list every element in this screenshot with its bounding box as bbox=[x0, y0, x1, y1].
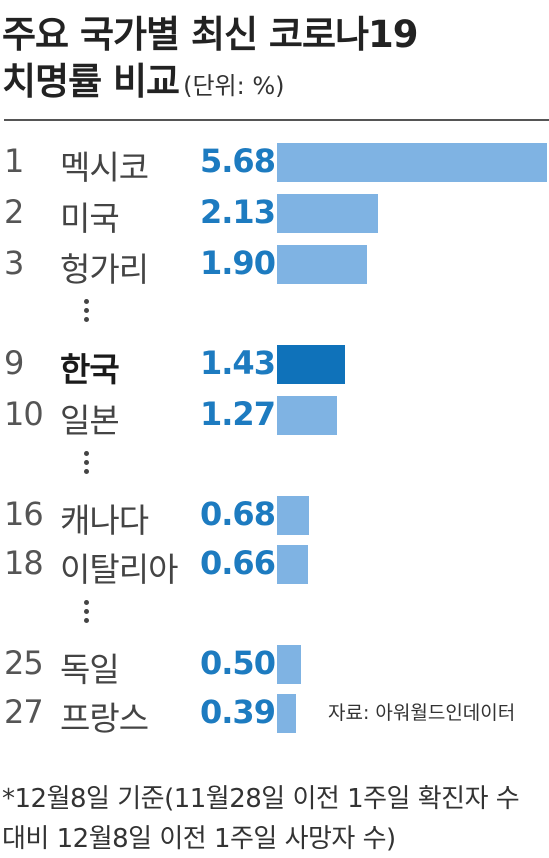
bar bbox=[277, 194, 378, 233]
country-label: 프랑스 bbox=[60, 699, 149, 738]
bar bbox=[277, 245, 367, 284]
rank-label: 10 bbox=[4, 395, 44, 433]
country-label: 멕시코 bbox=[60, 148, 149, 187]
rank-label: 1 bbox=[4, 142, 24, 180]
ellipsis-dots-3 bbox=[82, 600, 92, 627]
country-label: 캐나다 bbox=[60, 501, 149, 540]
value-label: 1.27 bbox=[200, 395, 276, 433]
bar bbox=[277, 143, 547, 182]
footnote-line-2: 대비 12월8일 이전 1주일 사망자 수) bbox=[2, 824, 396, 854]
bar bbox=[277, 345, 345, 384]
country-label: 독일 bbox=[60, 650, 120, 689]
chart-title-line-2: 치명률 비교 (단위: %) bbox=[2, 51, 285, 105]
value-label: 1.90 bbox=[200, 244, 276, 282]
rank-label: 18 bbox=[4, 544, 44, 582]
rank-label: 27 bbox=[4, 693, 44, 731]
rank-label: 25 bbox=[4, 644, 44, 682]
value-label: 0.68 bbox=[200, 495, 276, 533]
bar bbox=[277, 645, 301, 684]
country-label: 미국 bbox=[60, 199, 120, 238]
rank-label: 9 bbox=[4, 344, 24, 382]
bar bbox=[277, 694, 296, 733]
value-label: 0.66 bbox=[200, 544, 276, 582]
chart-title-line-1: 주요 국가별 최신 코로나19 bbox=[2, 13, 419, 56]
unit-label: (단위: %) bbox=[183, 72, 285, 100]
rank-label: 3 bbox=[4, 244, 24, 282]
source-label: 자료: 아워월드인데이터 bbox=[328, 702, 516, 724]
bar bbox=[277, 496, 309, 535]
bar bbox=[277, 545, 308, 584]
title-divider bbox=[4, 119, 549, 121]
country-label: 헝가리 bbox=[60, 250, 149, 289]
rank-label: 2 bbox=[4, 193, 24, 231]
ellipsis-dots-1 bbox=[82, 299, 92, 326]
value-label: 0.50 bbox=[200, 644, 276, 682]
value-label: 2.13 bbox=[200, 193, 276, 231]
footnote-line-1: *12월8일 기준(11월28일 이전 1주일 확진자 수 bbox=[2, 784, 520, 814]
country-label: 이탈리아 bbox=[60, 550, 178, 589]
country-label: 일본 bbox=[60, 401, 120, 440]
ellipsis-dots-2 bbox=[82, 451, 92, 478]
country-label: 한국 bbox=[60, 350, 120, 389]
rank-label: 16 bbox=[4, 495, 44, 533]
value-label: 1.43 bbox=[200, 344, 276, 382]
value-label: 0.39 bbox=[200, 693, 276, 731]
bar bbox=[277, 396, 337, 435]
value-label: 5.68 bbox=[200, 142, 276, 180]
chart-title-text: 치명률 비교 bbox=[2, 60, 180, 103]
